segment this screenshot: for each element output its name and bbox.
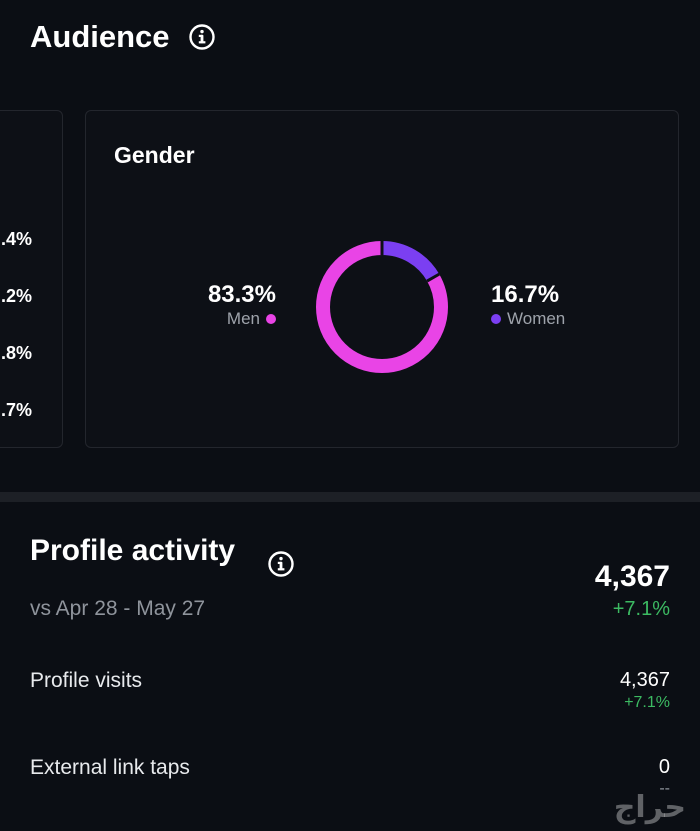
men-legend: Men xyxy=(186,309,276,329)
metric-label-external-link-taps: External link taps xyxy=(30,756,190,779)
gender-donut-chart xyxy=(316,241,448,373)
info-icon[interactable] xyxy=(189,24,215,50)
men-value: 83.3% xyxy=(207,281,276,308)
age-percentage: .8% xyxy=(1,343,33,363)
section-divider xyxy=(0,492,700,502)
watermark-logo: حراج xyxy=(613,790,686,825)
women-stat: 16.7% Women xyxy=(491,281,565,329)
metric-label-profile-visits: Profile visits xyxy=(30,669,143,692)
women-dot xyxy=(491,314,501,324)
audience-title: Audience xyxy=(30,19,170,54)
gender-card: Gender 83.3% Men 16.7% Women xyxy=(85,110,679,448)
women-value: 16.7% xyxy=(491,281,560,308)
men-label: Men xyxy=(226,309,260,328)
metric-value-external-link-taps: 0 xyxy=(658,756,670,778)
women-label: Women xyxy=(507,309,566,328)
total-value: 4,367 xyxy=(594,560,670,593)
age-percentage: .4% xyxy=(1,229,33,249)
men-dot xyxy=(266,314,276,324)
age-percentage: .7% xyxy=(1,400,33,420)
total-change: +7.1% xyxy=(612,598,670,620)
age-percentage: .2% xyxy=(1,286,33,306)
gender-title: Gender xyxy=(114,142,195,168)
info-icon[interactable] xyxy=(268,551,294,577)
slice-gap xyxy=(426,272,440,283)
profile-activity-title: Profile activity xyxy=(30,534,236,567)
metric-change-external-link-taps: -- xyxy=(659,780,670,797)
age-card: .4% .2% .8% .7% xyxy=(0,110,63,448)
comparison-period: vs Apr 28 - May 27 xyxy=(30,597,206,620)
metric-value-profile-visits: 4,367 xyxy=(619,669,670,691)
women-legend: Women xyxy=(491,309,565,329)
metric-change-profile-visits: +7.1% xyxy=(624,694,670,711)
men-stat: 83.3% Men xyxy=(186,281,276,329)
